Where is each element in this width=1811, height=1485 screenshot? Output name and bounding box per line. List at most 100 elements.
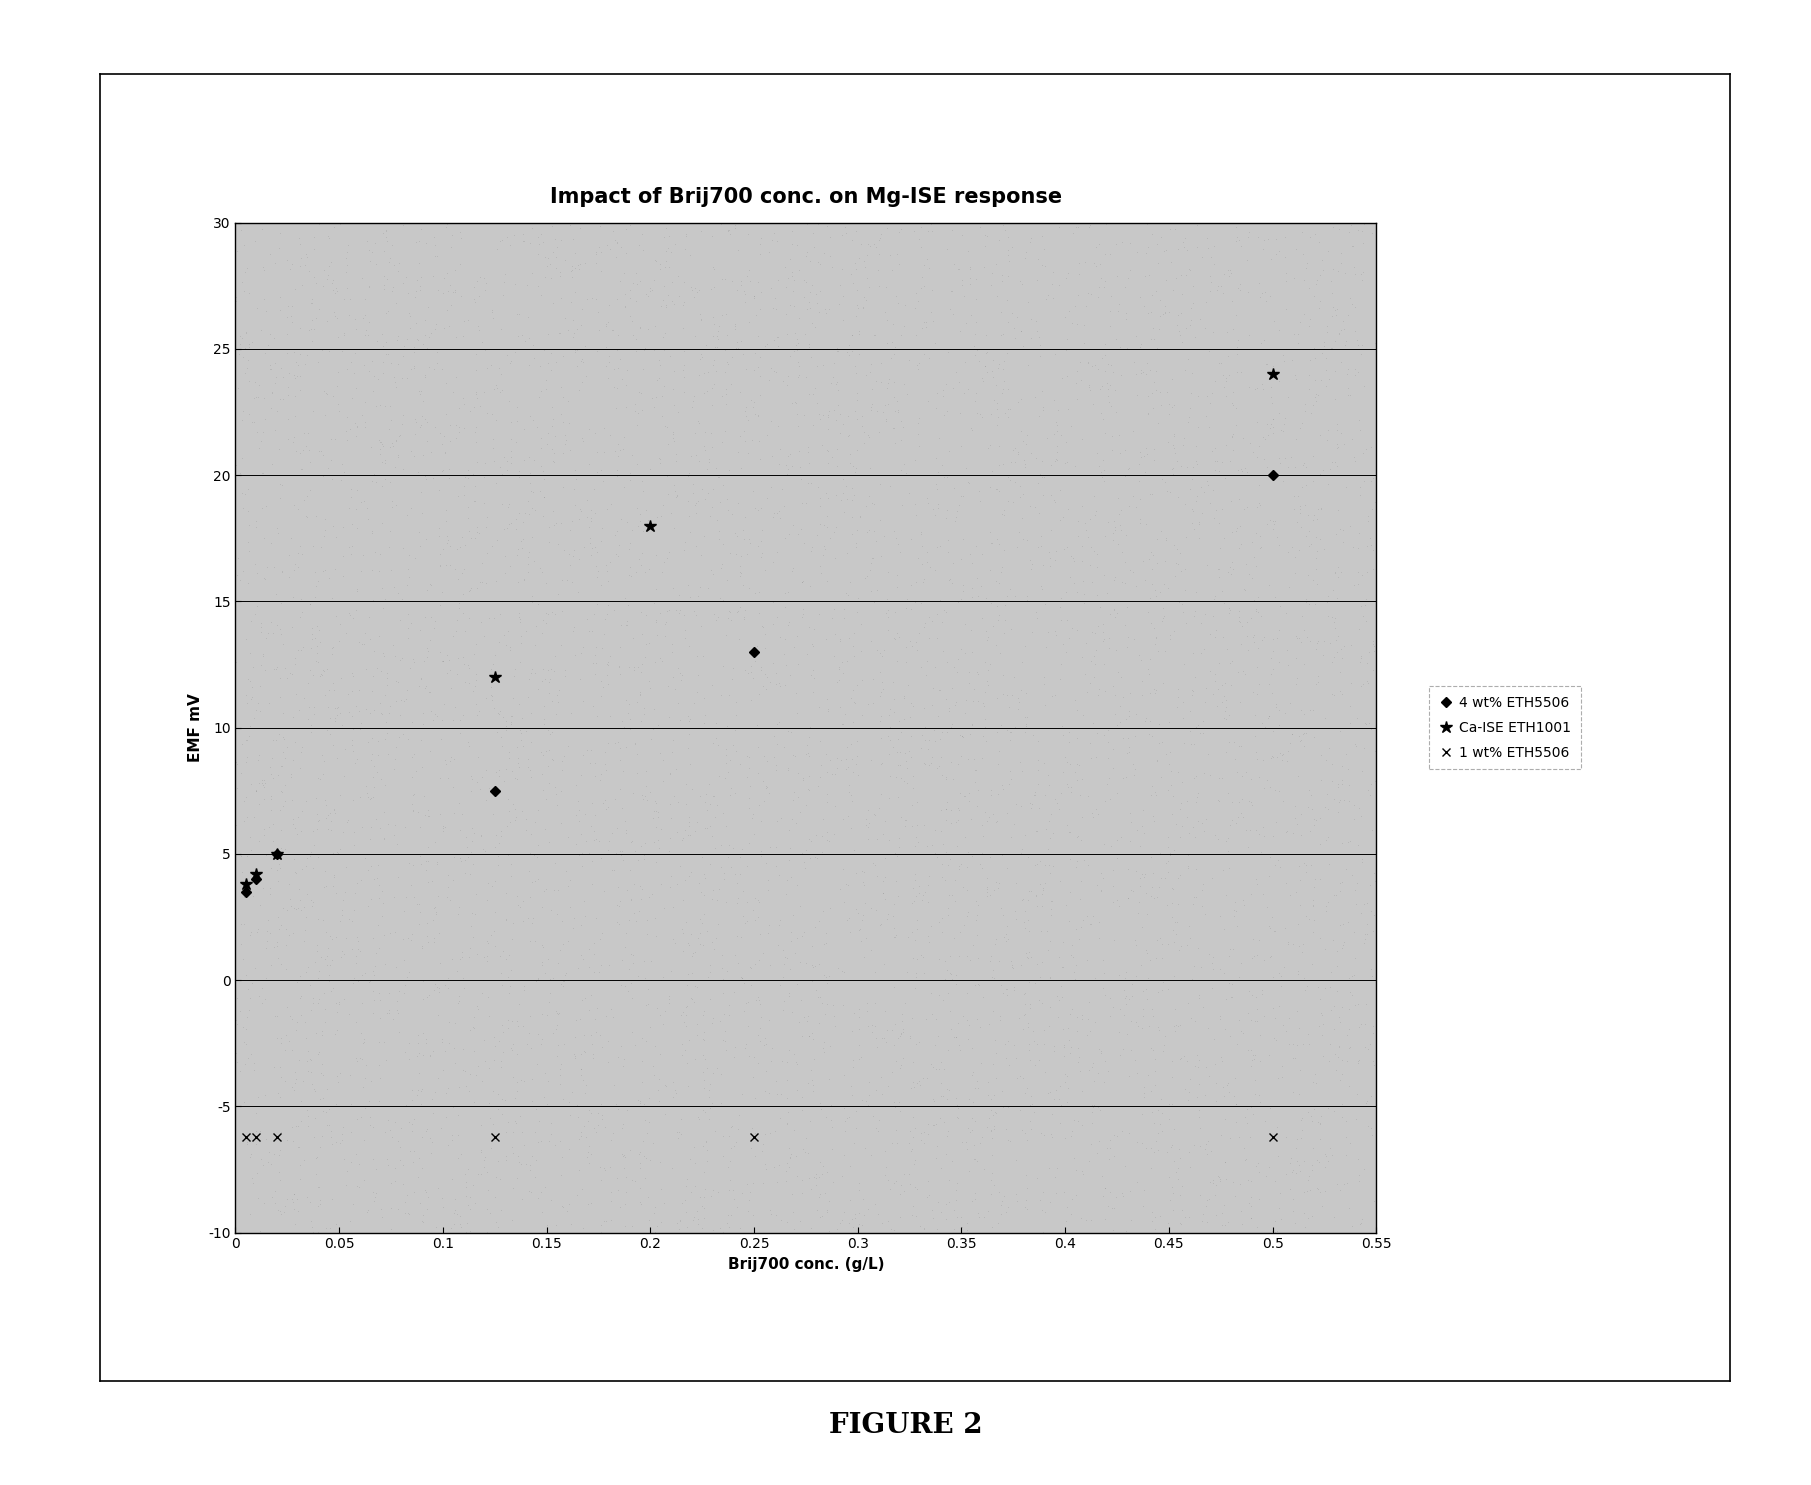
Point [1217, 425, 1246, 448]
Point [1179, 1133, 1208, 1157]
Point [284, 1198, 313, 1222]
Point [704, 765, 733, 789]
Point [1012, 714, 1041, 738]
Point [880, 1118, 909, 1142]
Point [1174, 789, 1203, 812]
Point [726, 925, 755, 949]
Point [1150, 1032, 1179, 1056]
Point [540, 514, 569, 538]
Point [261, 582, 290, 606]
Point [697, 394, 726, 417]
Point [810, 1041, 838, 1065]
Point [612, 217, 641, 241]
Point [670, 290, 699, 313]
Point [701, 805, 730, 829]
Point [1250, 815, 1279, 839]
Point [531, 817, 560, 841]
Point [857, 492, 886, 515]
Point [1137, 725, 1166, 748]
Point [1146, 1100, 1175, 1124]
Point [598, 1189, 627, 1213]
Point [1215, 650, 1244, 674]
Point [974, 1106, 1003, 1130]
Point [350, 1031, 378, 1054]
Point [882, 284, 911, 307]
Point [797, 1068, 826, 1091]
Point [1304, 1176, 1333, 1200]
Point [581, 1121, 610, 1145]
Point [310, 524, 339, 548]
Point [942, 973, 971, 996]
Point [288, 457, 317, 481]
Point [632, 787, 661, 811]
Point [1286, 416, 1315, 440]
Point [806, 407, 835, 431]
Point [645, 741, 674, 765]
Point [277, 310, 306, 334]
Point [485, 456, 514, 480]
Point [502, 408, 531, 432]
Point [704, 319, 733, 343]
Point [842, 407, 871, 431]
Point [1327, 832, 1356, 855]
Point [1318, 281, 1347, 304]
Point [898, 1126, 927, 1149]
Point [1007, 836, 1036, 860]
Point [436, 1216, 465, 1240]
Point [630, 603, 659, 627]
Point [650, 1074, 679, 1097]
Point [1190, 1203, 1219, 1227]
Point [1217, 489, 1246, 512]
Point [1322, 437, 1351, 460]
Point [268, 365, 297, 389]
Point [963, 1077, 992, 1100]
Point [382, 493, 411, 517]
Point [668, 316, 697, 340]
Point [623, 691, 652, 714]
Point [715, 541, 744, 564]
Point [982, 720, 1011, 744]
Point [632, 774, 661, 797]
Point [853, 244, 882, 267]
Point [703, 465, 732, 489]
Point [838, 322, 867, 346]
Point [234, 370, 263, 394]
Point [688, 1060, 717, 1084]
Point [297, 720, 326, 744]
Point [304, 1135, 333, 1158]
Point [647, 404, 676, 428]
Point [369, 826, 398, 849]
Point [1302, 539, 1331, 563]
Point [808, 1154, 837, 1178]
Point [228, 270, 257, 294]
Point [1103, 829, 1132, 852]
Point [1353, 505, 1382, 529]
Point [973, 876, 1001, 900]
Point [1219, 731, 1248, 754]
Point [311, 1100, 340, 1124]
Point [817, 371, 846, 395]
Point [933, 340, 962, 364]
Point [406, 1080, 435, 1103]
Point [1280, 364, 1309, 388]
Point [1025, 462, 1054, 486]
Point [601, 245, 630, 269]
Point [1041, 1181, 1070, 1204]
Point [1070, 518, 1099, 542]
Point [556, 1103, 585, 1127]
Point [992, 683, 1021, 707]
Point [268, 701, 297, 725]
Point [938, 303, 967, 327]
Point [666, 1123, 695, 1146]
Point [730, 658, 759, 682]
Point [1279, 1198, 1308, 1222]
Point [1317, 336, 1346, 359]
Point [1054, 1028, 1083, 1051]
Point [263, 931, 292, 955]
Point [880, 1172, 909, 1195]
Point [985, 642, 1014, 665]
Point [752, 775, 781, 799]
Point [576, 542, 605, 566]
Point [608, 1143, 637, 1167]
Point [1143, 232, 1172, 255]
